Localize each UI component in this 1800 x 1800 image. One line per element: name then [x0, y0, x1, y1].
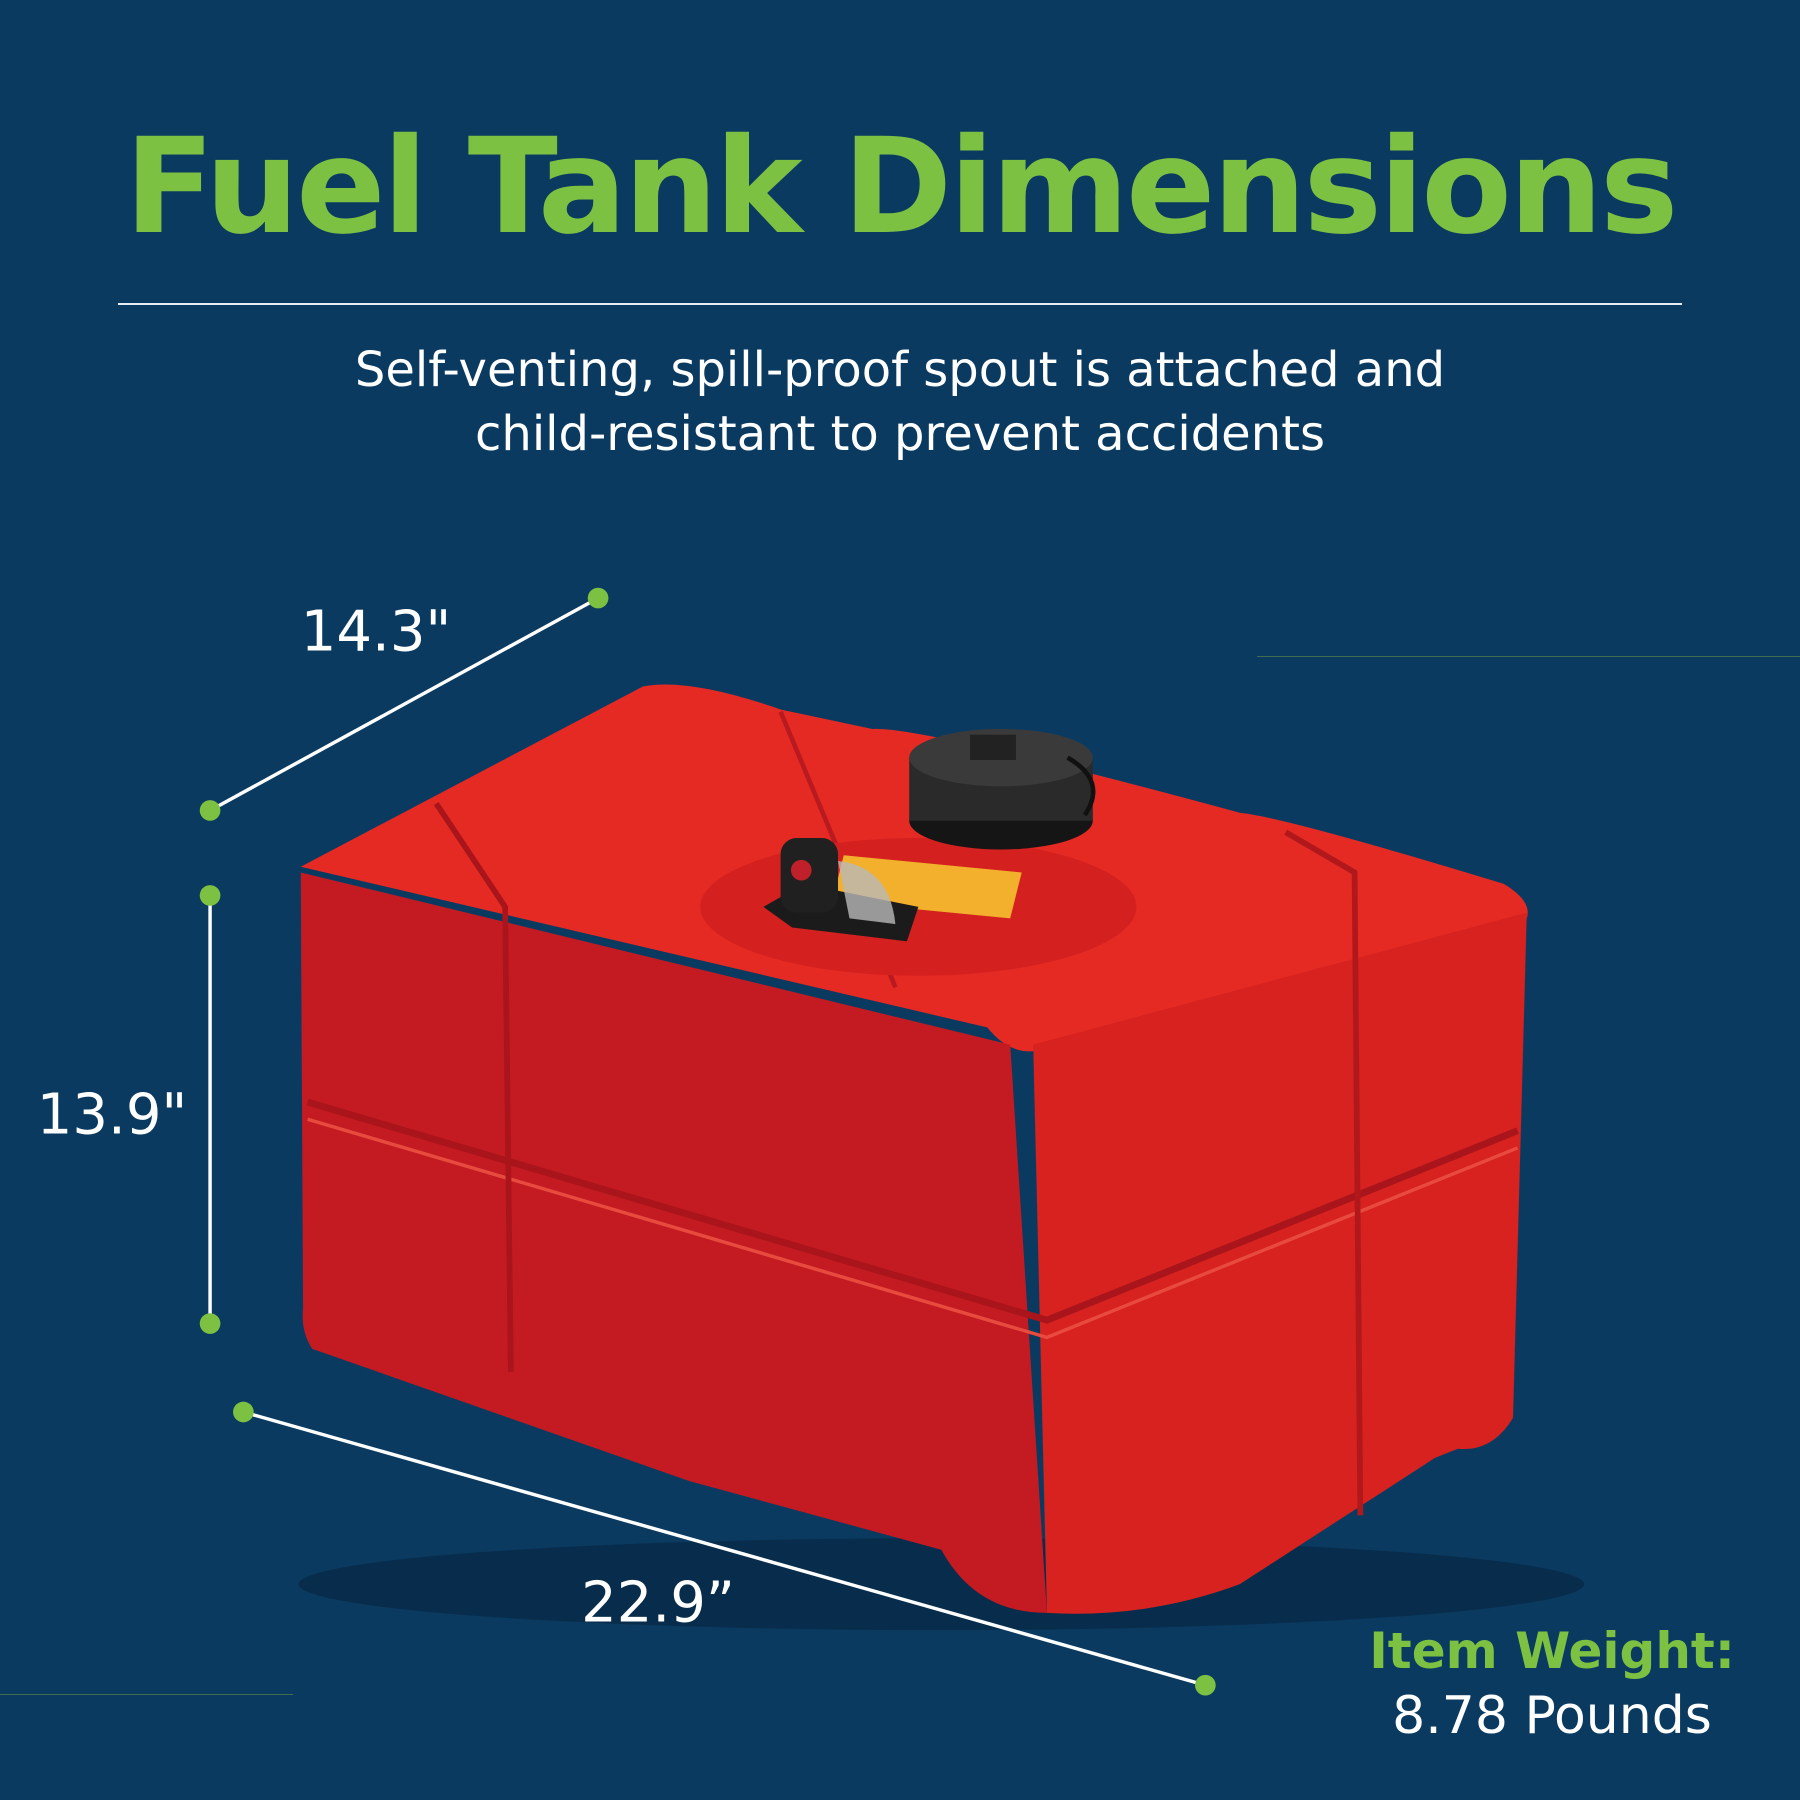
length-dimension-line	[233, 1401, 1216, 1696]
decorative-line-right	[1257, 656, 1800, 657]
subtitle-line-2: child-resistant to prevent accidents	[475, 406, 1325, 462]
decorative-line-left	[0, 1694, 293, 1695]
length-label: 22.9”	[581, 1570, 735, 1636]
height-dimension-line	[199, 885, 221, 1334]
item-weight-value: 8.78 Pounds	[1392, 1686, 1712, 1746]
height-label: 13.9"	[36, 1082, 188, 1148]
depth-label: 14.3"	[300, 599, 452, 665]
subtitle-line-1: Self-venting, spill-proof spout is attac…	[354, 342, 1446, 398]
title-divider	[118, 303, 1682, 305]
fuel-cap	[909, 728, 1096, 850]
vent-fitting	[763, 838, 919, 942]
fuel-tank-image	[298, 684, 1585, 1631]
item-weight-label: Item Weight:	[1369, 1622, 1735, 1680]
subtitle: Self-venting, spill-proof spout is attac…	[0, 338, 1800, 466]
page-title: Fuel Tank Dimensions	[124, 110, 1678, 264]
depth-dimension-line	[199, 587, 609, 821]
